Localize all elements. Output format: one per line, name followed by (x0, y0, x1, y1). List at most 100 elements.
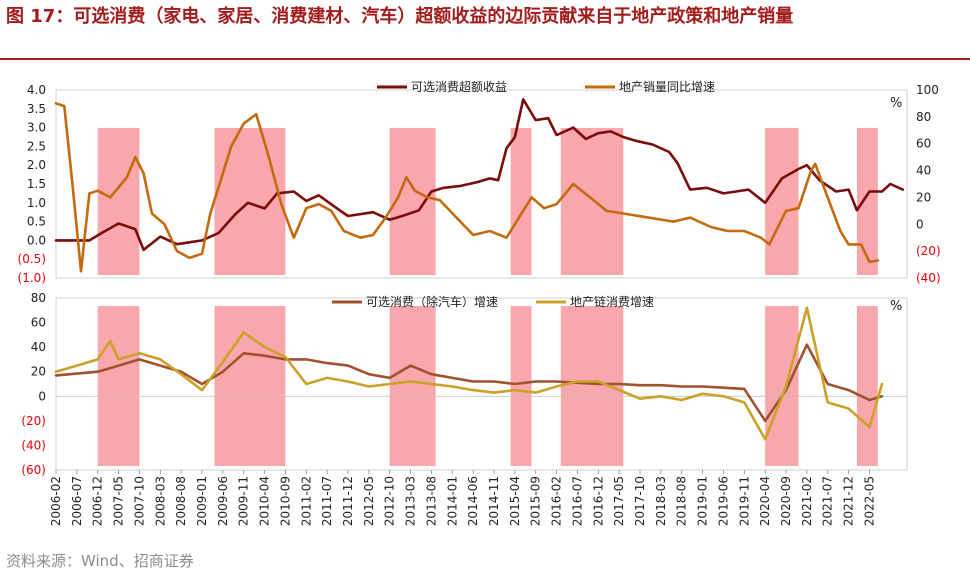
y-right-tick-label: (40) (916, 271, 941, 285)
x-tick-label: 2021-07 (821, 476, 835, 526)
y-left-tick-label: 4.0 (27, 83, 46, 97)
x-tick-label: 2014-01 (445, 476, 459, 526)
x-tick-label: 2009-11 (237, 476, 251, 526)
x-tick-label: 2017-05 (612, 476, 626, 526)
x-tick-label: 2007-10 (132, 476, 146, 526)
y-right-tick-label: 60 (916, 137, 931, 151)
x-tick-label: 2011-02 (299, 476, 313, 526)
y-right-tick-label: 0 (916, 217, 924, 231)
series-line-3 (54, 306, 884, 441)
x-tick-label: 2014-11 (487, 476, 501, 526)
x-tick-label: 2013-03 (404, 476, 418, 526)
bottom-unit-label: % (890, 299, 902, 314)
y-left-tick-label: 2.0 (27, 158, 46, 172)
y-lower-tick-label: 20 (31, 365, 46, 379)
shaded-period-bottom-2 (389, 306, 436, 466)
x-tick-label: 2019-06 (716, 476, 730, 526)
x-tick-label: 2019-01 (696, 476, 710, 526)
y-left-tick-label: (0.5) (18, 252, 46, 266)
x-tick-label: 2013-08 (424, 476, 438, 526)
x-tick-label: 2012-05 (362, 476, 376, 526)
x-tick-label: 2011-07 (320, 476, 334, 526)
x-tick-label: 2016-02 (550, 476, 564, 526)
y-left-tick-label: 1.5 (27, 177, 46, 191)
series-line-0 (54, 98, 905, 252)
shaded-period-top-1 (214, 128, 286, 275)
y-lower-tick-label: (40) (21, 438, 46, 452)
x-tick-label: 2021-12 (842, 476, 856, 526)
x-tick-label: 2008-08 (174, 476, 188, 526)
x-tick-label: 2020-09 (779, 476, 793, 526)
y-lower-tick-label: 0 (38, 389, 46, 403)
y-left-tick-label: 3.0 (27, 121, 46, 135)
x-tick-label: 2022-05 (862, 476, 876, 526)
top-panel-frame (55, 89, 908, 279)
shaded-period-top-6 (856, 128, 878, 275)
x-tick-label: 2018-08 (675, 476, 689, 526)
shaded-periods-layer (97, 128, 878, 466)
x-tick-label: 2006-12 (91, 476, 105, 526)
y-left-tick-label: (1.0) (18, 271, 46, 285)
axes-layer: 4.0 3.5 3.0 2.5 2.0 1.5 1.0 0.5 0.0 (0.5) (1.0) 100… (18, 83, 941, 526)
shaded-period-top-5 (765, 128, 799, 275)
x-tick-label: 2009-06 (216, 476, 230, 526)
figure-source: 资料来源：Wind、招商证券 (6, 552, 194, 570)
y-lower-tick-label: (20) (21, 414, 46, 428)
legend-label-1: 地产销量同比增速 (619, 80, 715, 94)
y-lower-tick-label: 60 (31, 316, 46, 330)
legend-label-2: 可选消费（除汽车）增速 (366, 294, 498, 309)
y-left-tick-label: 0.5 (27, 215, 46, 229)
figure-title: 图 17：可选消费（家电、家居、消费建材、汽车）超额收益的边际贡献来自于地产政策… (6, 6, 794, 27)
x-tick-label: 2006-02 (49, 476, 63, 526)
bottom-panel-frame (55, 297, 908, 471)
x-tick-label: 2021-02 (800, 476, 814, 526)
lines-layer (54, 98, 905, 441)
title-divider (0, 58, 970, 60)
shaded-period-top-3 (510, 128, 532, 275)
x-tick-label: 2014-06 (466, 476, 480, 526)
shaded-period-top-4 (560, 128, 624, 275)
y-left-tick-label: 3.5 (27, 102, 46, 116)
shaded-period-bottom-0 (97, 306, 140, 466)
x-tick-label: 2008-03 (153, 476, 167, 526)
x-tick-label: 2016-12 (591, 476, 605, 526)
series-line-2 (54, 343, 884, 423)
x-tick-label: 2012-10 (383, 476, 397, 526)
y-lower-tick-label: 40 (31, 340, 46, 354)
y-right-tick-label: 40 (916, 164, 931, 178)
y-left-tick-label: 2.5 (27, 139, 46, 153)
x-tick-label: 2007-05 (112, 476, 126, 526)
x-tick-label: 2015-09 (529, 476, 543, 526)
top-unit-label: % (890, 96, 902, 111)
x-tick-label: 2011-12 (341, 476, 355, 526)
x-tick-label: 2015-04 (508, 476, 522, 526)
y-right-tick-label: 100 (916, 83, 939, 97)
y-right-tick-label: (20) (916, 244, 941, 258)
legend-label-0: 可选消费超额收益 (411, 79, 507, 94)
series-line-1 (54, 102, 880, 273)
y-right-tick-label: 20 (916, 190, 931, 204)
x-tick-label: 2020-04 (758, 476, 772, 526)
y-lower-tick-label: (60) (21, 463, 46, 477)
shaded-period-bottom-4 (560, 306, 624, 466)
y-lower-tick-label: 80 (31, 291, 46, 305)
y-left-tick-label: 0.0 (27, 233, 46, 247)
x-tick-label: 2010-04 (258, 476, 272, 526)
shaded-period-top-2 (389, 128, 436, 275)
shaded-period-top-0 (97, 128, 140, 275)
y-left-tick-label: 1.0 (27, 196, 46, 210)
x-tick-label: 2017-10 (633, 476, 647, 526)
x-tick-label: 2016-07 (570, 476, 584, 526)
x-tick-label: 2006-07 (70, 476, 84, 526)
x-tick-label: 2010-09 (278, 476, 292, 526)
shaded-period-bottom-5 (765, 306, 799, 466)
x-tick-label: 2009-01 (195, 476, 209, 526)
x-tick-label: 2019-11 (737, 476, 751, 526)
y-right-tick-label: 80 (916, 110, 931, 124)
shaded-period-bottom-1 (214, 306, 286, 466)
legend-label-3: 地产链消费增速 (570, 294, 654, 309)
x-tick-label: 2018-03 (654, 476, 668, 526)
shaded-period-bottom-3 (510, 306, 532, 466)
